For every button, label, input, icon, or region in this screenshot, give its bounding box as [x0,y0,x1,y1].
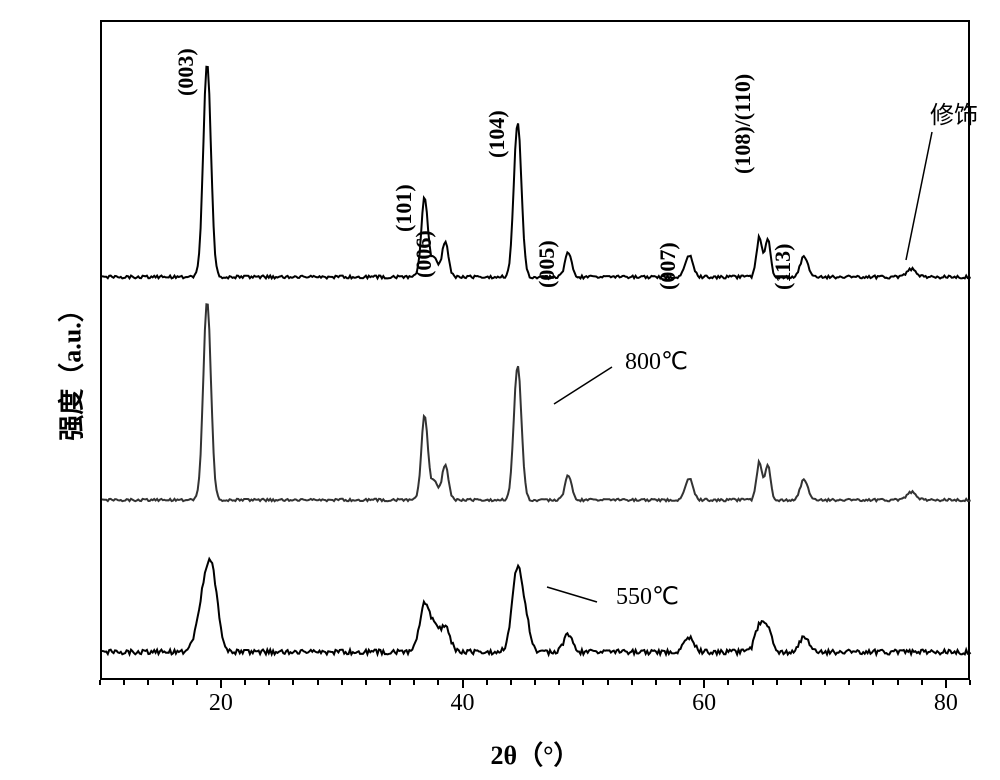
x-tick-major [945,680,947,688]
x-tick-minor [969,680,971,685]
x-axis-label: 2θ（°） [400,735,670,772]
x-tick-label: 80 [934,690,958,717]
x-tick-minor [897,680,899,685]
x-tick-label: 20 [209,690,233,717]
x-tick-minor [413,680,415,685]
x-tick-minor [558,680,560,685]
x-tick-major [703,680,705,688]
x-tick-minor [147,680,149,685]
x-tick-minor [872,680,874,685]
x-tick-label: 60 [692,690,716,717]
callout-line [554,367,612,404]
peak-label: (104) [484,110,510,158]
x-tick-minor [824,680,826,685]
x-tick-minor [752,680,754,685]
x-tick-minor [244,680,246,685]
x-tick-major [462,680,464,688]
x-tick-minor [607,680,609,685]
callout-line [906,132,932,260]
peak-label: (006) [411,230,437,278]
plot-area [100,20,970,680]
curve-label: 修饰 [930,95,978,130]
x-tick-minor [341,680,343,685]
x-tick-minor [655,680,657,685]
peak-label: (007) [655,242,681,290]
x-tick-minor [534,680,536,685]
peak-label: (005) [534,240,560,288]
xrd-chart: 强度（a.u.） 20 40 60 80 2θ（°） 550℃ 800℃ 修饰 (003)… [0,0,1000,780]
x-tick-minor [848,680,850,685]
y-axis-label: 强度（a.u.） [52,269,89,469]
x-tick-minor [99,680,101,685]
curve-label: 550℃ [616,582,679,611]
x-tick-minor [365,680,367,685]
x-tick-minor [510,680,512,685]
x-tick-minor [196,680,198,685]
x-tick-minor [776,680,778,685]
peak-label: (113) [770,244,796,290]
x-tick-minor [389,680,391,685]
x-tick-minor [486,680,488,685]
x-tick-minor [921,680,923,685]
x-tick-minor [268,680,270,685]
x-tick-minor [582,680,584,685]
curve-label: 800℃ [625,347,688,376]
x-tick-minor [679,680,681,685]
x-tick-minor [800,680,802,685]
x-tick-label: 40 [451,690,475,717]
x-tick-minor [317,680,319,685]
plot-svg [102,22,972,682]
x-tick-minor [292,680,294,685]
x-tick-minor [437,680,439,685]
x-tick-minor [172,680,174,685]
x-tick-major [220,680,222,688]
x-tick-minor [631,680,633,685]
curve-550C [102,559,971,655]
peak-label: (108)/(110) [730,74,756,174]
peak-label: (003) [173,48,199,96]
callout-line [547,587,597,602]
x-tick-minor [123,680,125,685]
curve-800C [102,304,971,501]
peak-label: (101) [391,184,417,232]
x-tick-minor [727,680,729,685]
